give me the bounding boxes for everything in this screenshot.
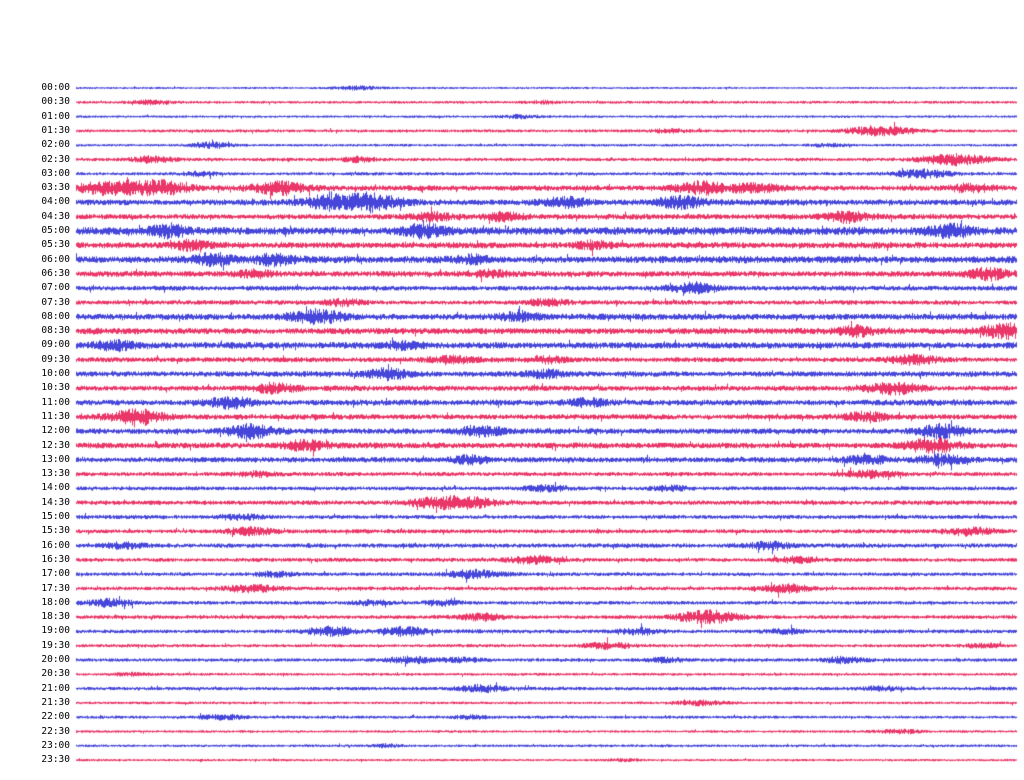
time-label: 18:30 [41, 611, 70, 623]
time-label: 17:00 [41, 568, 70, 580]
time-label: 12:00 [41, 425, 70, 437]
time-label: 17:30 [41, 582, 70, 594]
time-label: 07:30 [41, 296, 70, 308]
time-label: 01:30 [41, 124, 70, 136]
time-label: 03:00 [41, 167, 70, 179]
time-label: 12:30 [41, 439, 70, 451]
time-label: 14:30 [41, 496, 70, 508]
time-label: 06:30 [41, 267, 70, 279]
time-label: 06:00 [41, 253, 70, 265]
time-label: 00:30 [41, 96, 70, 108]
time-label: 13:00 [41, 453, 70, 465]
time-label: 18:00 [41, 596, 70, 608]
time-label: 03:30 [41, 182, 70, 194]
time-label: 01:00 [41, 110, 70, 122]
time-label: 22:00 [41, 711, 70, 723]
time-label: 10:30 [41, 382, 70, 394]
time-label: 07:00 [41, 282, 70, 294]
time-label: 11:00 [41, 396, 70, 408]
time-label: 04:00 [41, 196, 70, 208]
time-labels: 00:00 00:30 01:00 01:30 02:00 02:30 03:00 03:30… [0, 0, 72, 780]
time-label: 05:30 [41, 239, 70, 251]
time-label: 10:00 [41, 368, 70, 379]
time-label: 15:00 [41, 511, 70, 522]
time-label: 04:30 [41, 210, 70, 222]
time-label: 23:30 [41, 754, 70, 766]
time-label: 14:00 [41, 482, 70, 494]
time-label: 16:30 [41, 553, 70, 565]
time-label: 20:30 [41, 668, 70, 680]
time-label: 02:00 [41, 139, 70, 151]
time-label: 13:30 [41, 468, 70, 480]
time-label: 19:00 [41, 625, 70, 637]
time-label: 00:00 [41, 82, 70, 93]
time-label: 05:00 [41, 225, 70, 236]
time-label: 15:30 [41, 525, 70, 537]
time-label: 09:30 [41, 353, 70, 365]
time-label: 21:30 [41, 696, 70, 708]
time-label: 21:00 [41, 682, 70, 694]
time-label: 16:00 [41, 539, 70, 551]
time-label: 19:30 [41, 639, 70, 651]
time-label: 02:30 [41, 153, 70, 165]
time-label: 22:30 [41, 725, 70, 737]
time-label: 20:00 [41, 654, 70, 665]
time-label: 11:30 [41, 410, 70, 422]
time-label: 08:30 [41, 325, 70, 337]
time-label: 08:00 [41, 310, 70, 322]
time-label: 09:00 [41, 339, 70, 351]
time-label: 23:00 [41, 739, 70, 751]
